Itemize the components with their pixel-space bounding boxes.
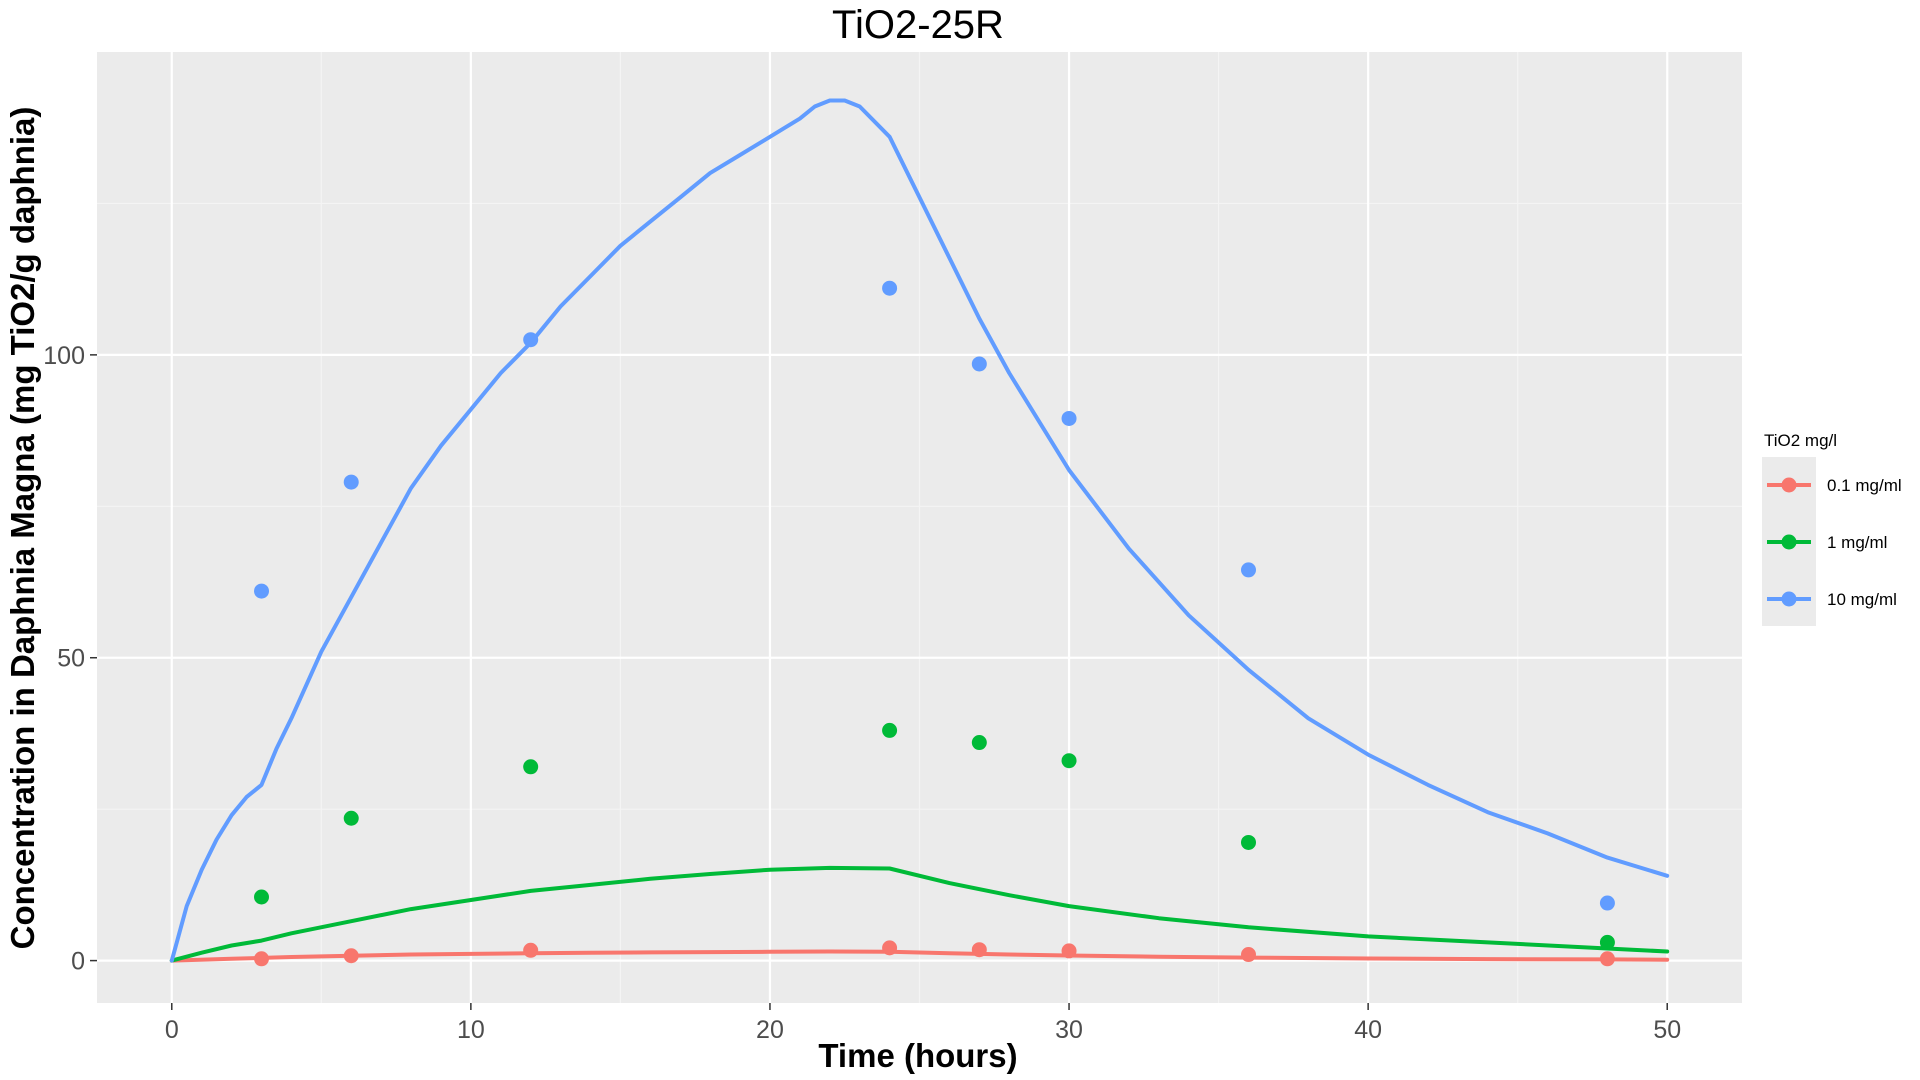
x-tick-label: 50 (1653, 1016, 1681, 1044)
legend-item-label: 0.1 mg/ml (1827, 476, 1902, 495)
legend-item-label: 10 mg/ml (1827, 590, 1897, 609)
data-point (254, 583, 269, 599)
data-point (1241, 562, 1256, 578)
data-point (254, 889, 269, 905)
data-point (254, 951, 269, 967)
data-point (343, 810, 359, 826)
series-line (169, 949, 1670, 963)
legend-title: TiO2 mg/l (1764, 431, 1837, 450)
x-tick-label: 30 (1055, 1016, 1083, 1044)
x-tick-label: 10 (457, 1016, 485, 1044)
data-point (882, 280, 898, 296)
data-point (1061, 753, 1077, 769)
x-tick-label: 0 (165, 1016, 179, 1044)
data-point (882, 940, 898, 956)
data-point (1599, 951, 1615, 967)
data-point (971, 356, 987, 372)
data-point (343, 474, 359, 490)
data-point (523, 942, 539, 958)
gridlines (97, 52, 1742, 1003)
series-line (169, 98, 1670, 963)
data-point (1599, 934, 1615, 950)
axis-ticks: 0 10 20 30 40 50 0 50 100 (43, 342, 1681, 1044)
legend-key-point (1781, 477, 1797, 493)
legend-key-point (1781, 591, 1797, 607)
legend-item-label: 1 mg/ml (1827, 533, 1887, 552)
data-point (523, 332, 539, 348)
x-axis-label: Time (hours) (818, 1037, 1017, 1074)
y-tick-label: 50 (57, 645, 85, 673)
chart-title: TiO2-25R (832, 3, 1004, 47)
data-point (1061, 943, 1077, 959)
data-point (971, 735, 987, 751)
data-point (1599, 895, 1615, 911)
legend-key-point (1781, 534, 1797, 550)
data-point (1241, 947, 1256, 963)
y-tick-label: 0 (71, 948, 85, 976)
data-point (882, 722, 898, 738)
data-point (1061, 410, 1077, 426)
series-points (254, 280, 1615, 967)
y-axis-label: Concentration in Daphnia Magna (mg TiO2/… (4, 107, 41, 950)
data-point (343, 948, 359, 964)
data-point (971, 942, 987, 958)
data-point (1241, 834, 1256, 850)
x-tick-label: 20 (756, 1016, 784, 1044)
x-tick-label: 40 (1354, 1016, 1382, 1044)
series-lines (169, 98, 1670, 963)
y-tick-label: 100 (43, 342, 85, 370)
series-line (169, 865, 1670, 963)
data-point (523, 759, 539, 775)
legend: TiO2 mg/l 0.1 mg/ml 1 mg/ml 10 mg/ml (1762, 431, 1902, 626)
